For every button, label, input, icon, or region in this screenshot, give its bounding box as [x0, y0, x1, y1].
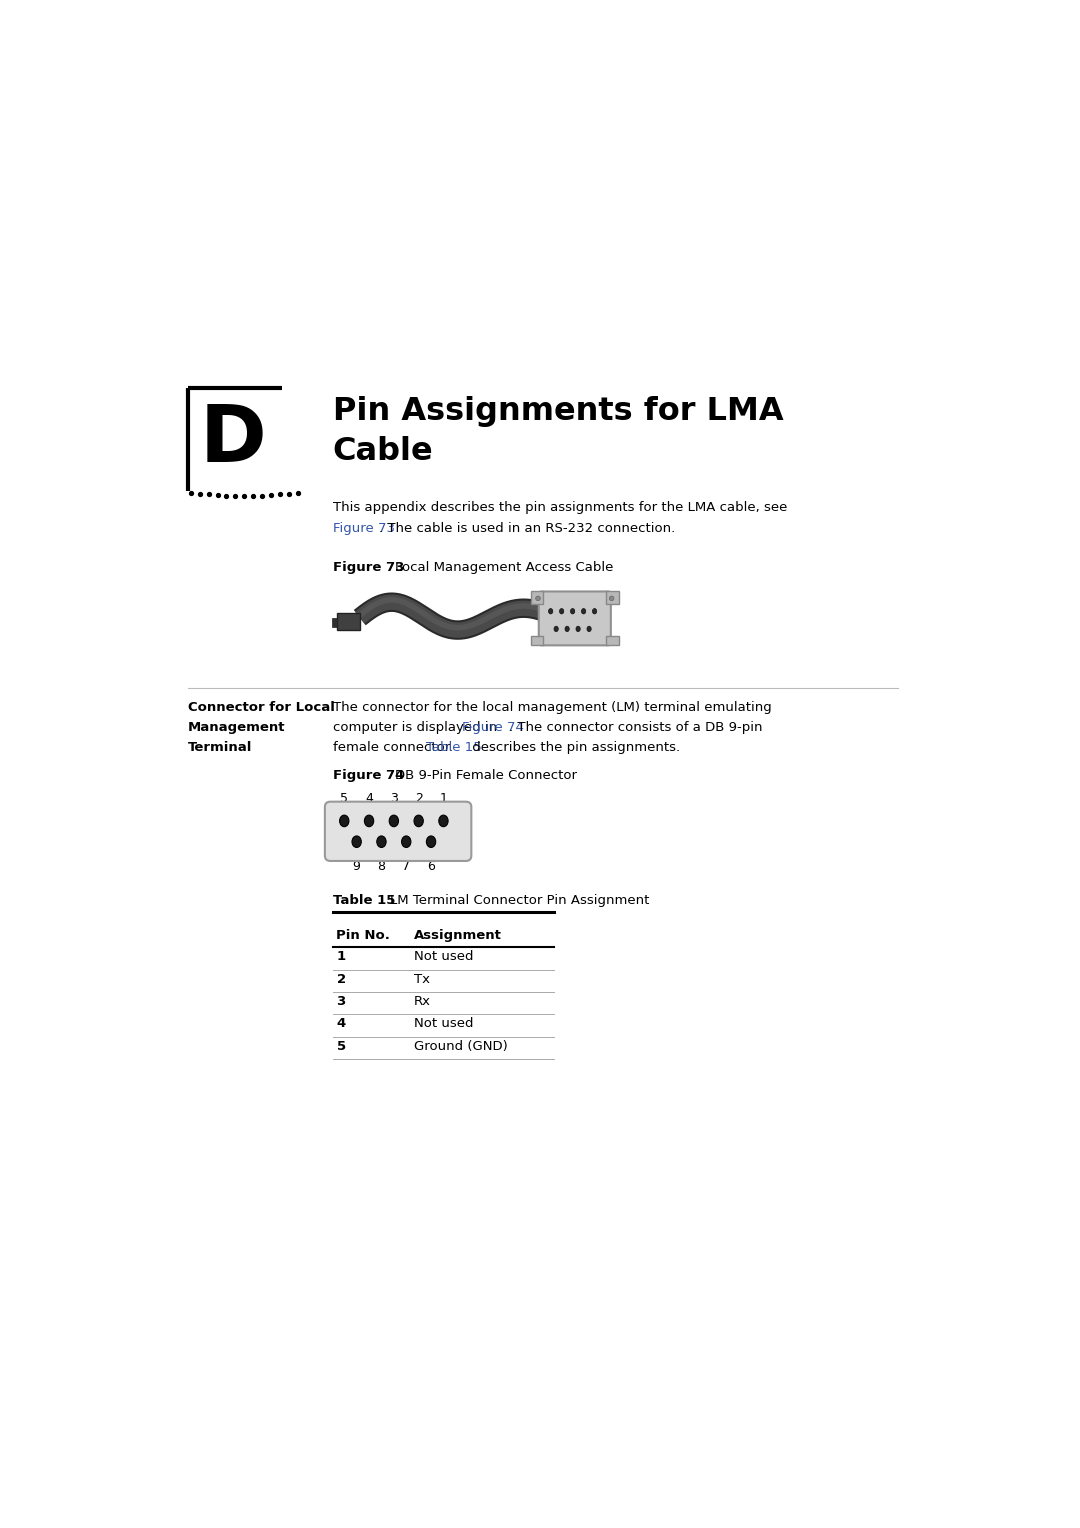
Text: computer is displayed in: computer is displayed in: [333, 721, 501, 733]
Text: Local Management Access Cable: Local Management Access Cable: [395, 561, 613, 573]
Ellipse shape: [536, 596, 540, 601]
Text: 5: 5: [340, 792, 348, 805]
FancyBboxPatch shape: [539, 591, 611, 645]
Text: Not used: Not used: [414, 950, 473, 963]
Text: female connector.: female connector.: [333, 741, 457, 753]
Text: Not used: Not used: [414, 1018, 473, 1030]
Text: 6: 6: [427, 860, 435, 872]
Text: 1: 1: [337, 950, 346, 963]
Ellipse shape: [364, 814, 374, 827]
Text: 5: 5: [337, 1039, 346, 1053]
Text: Pin Assignments for LMA: Pin Assignments for LMA: [333, 396, 783, 426]
Text: 4: 4: [365, 792, 373, 805]
Text: Connector for Local: Connector for Local: [188, 701, 335, 714]
Text: 9: 9: [353, 860, 361, 872]
Text: Terminal: Terminal: [188, 741, 252, 753]
Text: describes the pin assignments.: describes the pin assignments.: [468, 741, 679, 753]
Ellipse shape: [554, 626, 558, 631]
Text: Figure 73: Figure 73: [333, 561, 418, 573]
Text: 3: 3: [337, 995, 346, 1008]
FancyBboxPatch shape: [531, 636, 543, 645]
Text: 7: 7: [402, 860, 410, 872]
Ellipse shape: [559, 608, 564, 614]
Text: Figure 73: Figure 73: [333, 523, 394, 535]
FancyBboxPatch shape: [337, 613, 360, 630]
Text: Management: Management: [188, 721, 285, 733]
Text: Assignment: Assignment: [414, 929, 502, 941]
Text: Rx: Rx: [414, 995, 431, 1008]
Ellipse shape: [570, 608, 575, 614]
Text: . The connector consists of a DB 9-pin: . The connector consists of a DB 9-pin: [509, 721, 762, 733]
Ellipse shape: [576, 626, 580, 631]
Ellipse shape: [414, 814, 423, 827]
Ellipse shape: [565, 626, 569, 631]
Ellipse shape: [609, 596, 613, 601]
Ellipse shape: [581, 608, 585, 614]
Text: 1: 1: [440, 792, 447, 805]
Text: 2: 2: [415, 792, 422, 805]
Ellipse shape: [389, 814, 399, 827]
FancyBboxPatch shape: [325, 802, 471, 860]
Text: 8: 8: [377, 860, 386, 872]
Text: 3: 3: [390, 792, 397, 805]
Ellipse shape: [593, 608, 597, 614]
Ellipse shape: [586, 626, 591, 631]
Text: DB 9-Pin Female Connector: DB 9-Pin Female Connector: [395, 769, 577, 781]
Text: Pin No.: Pin No.: [337, 929, 390, 941]
Ellipse shape: [339, 814, 349, 827]
Text: Ground (GND): Ground (GND): [414, 1039, 508, 1053]
FancyBboxPatch shape: [531, 591, 543, 604]
FancyBboxPatch shape: [606, 591, 619, 604]
Text: 4: 4: [337, 1018, 346, 1030]
Ellipse shape: [549, 608, 553, 614]
Text: Figure 74: Figure 74: [462, 721, 524, 733]
Text: Table 15: Table 15: [427, 741, 482, 753]
Text: The connector for the local management (LM) terminal emulating: The connector for the local management (…: [333, 701, 771, 714]
Ellipse shape: [377, 836, 387, 848]
FancyBboxPatch shape: [332, 617, 337, 626]
Ellipse shape: [438, 814, 448, 827]
Text: D: D: [199, 400, 266, 478]
FancyBboxPatch shape: [606, 636, 619, 645]
Ellipse shape: [427, 836, 435, 848]
Text: 2: 2: [337, 973, 346, 986]
Text: . The cable is used in an RS-232 connection.: . The cable is used in an RS-232 connect…: [379, 523, 676, 535]
Text: Table 15: Table 15: [333, 894, 409, 908]
Text: Figure 74: Figure 74: [333, 769, 418, 781]
Ellipse shape: [402, 836, 410, 848]
Text: This appendix describes the pin assignments for the LMA cable, see: This appendix describes the pin assignme…: [333, 501, 787, 515]
Text: Tx: Tx: [414, 973, 430, 986]
Text: Cable: Cable: [333, 435, 433, 468]
Text: LM Terminal Connector Pin Assignment: LM Terminal Connector Pin Assignment: [390, 894, 649, 908]
Ellipse shape: [352, 836, 362, 848]
